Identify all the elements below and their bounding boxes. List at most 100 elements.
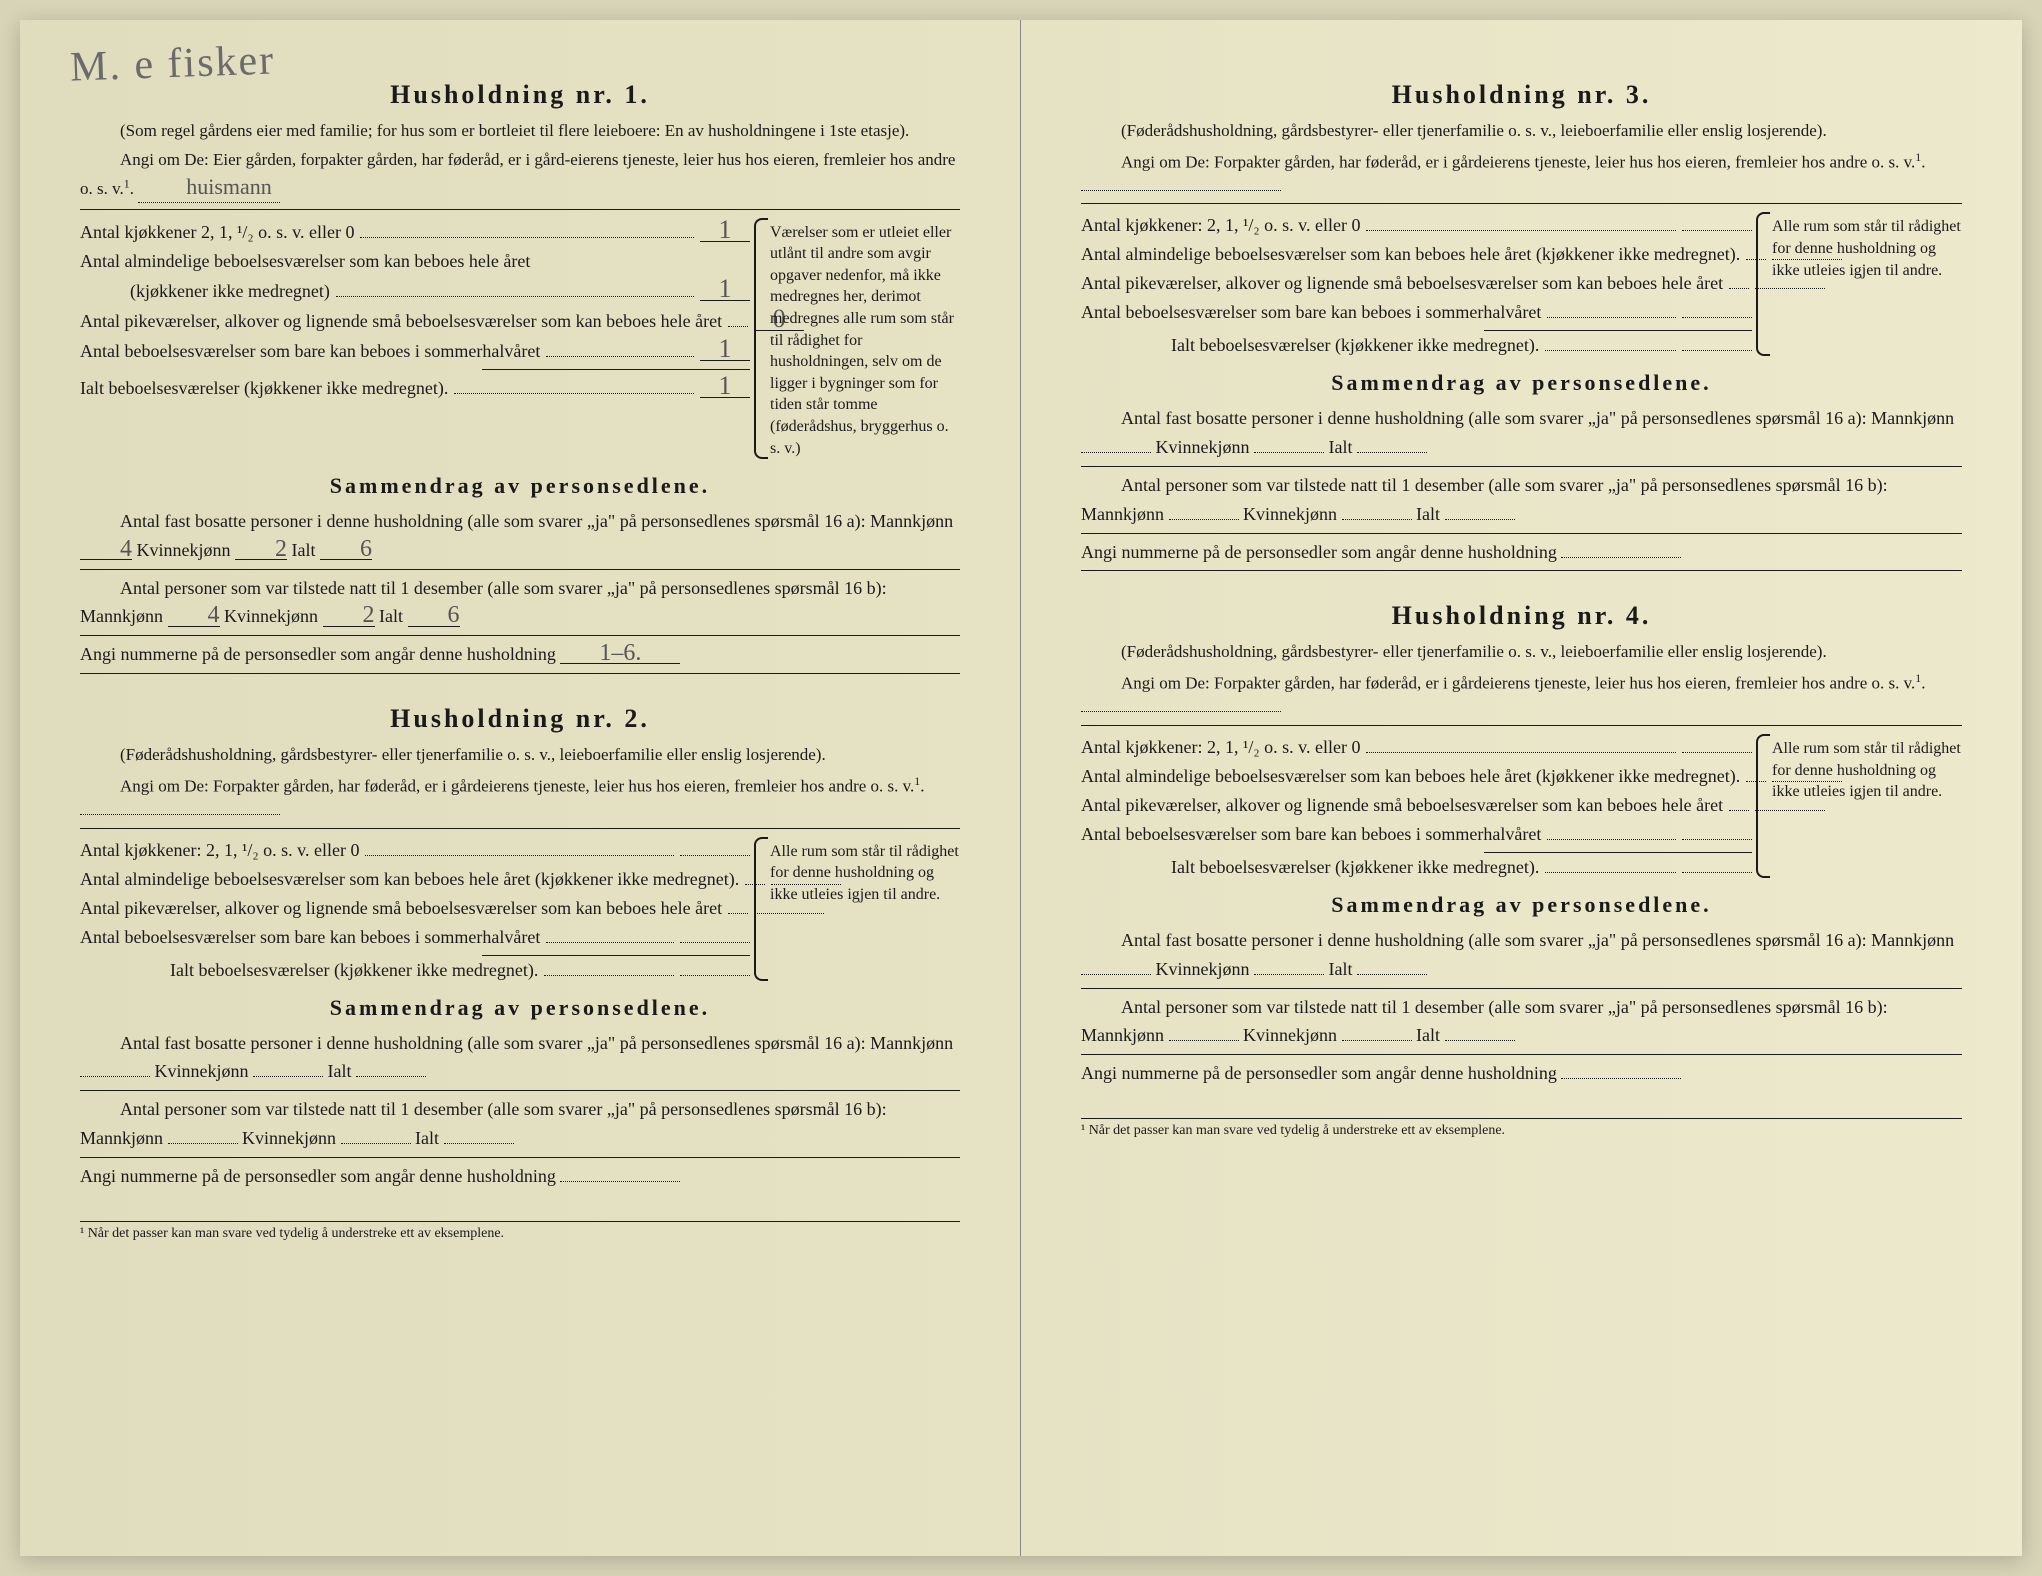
household-4-angi: Angi om De: Forpakter gården, har føderå… <box>1081 670 1962 719</box>
rule <box>1081 988 1962 989</box>
household-4-intro: (Føderådshusholdning, gårdsbestyrer- ell… <box>1081 641 1962 664</box>
nummer-val-2[interactable] <box>560 1181 680 1182</box>
angi-answer-1[interactable]: huismann <box>138 172 280 203</box>
nummer-val-1[interactable]: 1–6. <box>560 644 680 664</box>
kvinne-label: Kvinnekjønn <box>1243 504 1337 524</box>
b-ialt-1[interactable]: 6 <box>408 606 460 626</box>
summary-b-3: Antal personer som var tilstede natt til… <box>1081 471 1962 529</box>
document-spread: M. e fisker Husholdning nr. 1. (Som rege… <box>20 20 2022 1556</box>
rule <box>1081 533 1962 534</box>
line-b-text: Antal personer som var tilstede natt til… <box>80 1099 887 1148</box>
kitchens-val-1[interactable]: 1 <box>700 218 750 242</box>
b-kvin-4[interactable] <box>1342 1040 1412 1041</box>
a-ialt-3[interactable] <box>1357 452 1427 453</box>
summer-rooms-val-3[interactable] <box>1682 317 1752 318</box>
rule <box>80 673 960 674</box>
angi-answer-3[interactable] <box>1081 190 1281 191</box>
kitchens-val-3[interactable] <box>1682 230 1752 231</box>
total-val-2[interactable] <box>680 975 750 976</box>
brace-icon <box>1756 212 1770 356</box>
b-ialt-4[interactable] <box>1445 1040 1515 1041</box>
footnote-right: ¹ Når det passer kan man svare ved tydel… <box>1081 1118 1962 1139</box>
rule <box>80 569 960 570</box>
a-ialt-1[interactable]: 6 <box>320 540 372 560</box>
a-mann-2[interactable] <box>80 1076 150 1077</box>
total-val-3[interactable] <box>1682 350 1752 351</box>
summer-rooms-val-2[interactable] <box>680 942 750 943</box>
household-4-title: Husholdning nr. 4. <box>1081 601 1962 631</box>
rule <box>1081 570 1962 571</box>
total-val-4[interactable] <box>1682 872 1752 873</box>
b-ialt-2[interactable] <box>444 1143 514 1144</box>
b-kvin-3[interactable] <box>1342 519 1412 520</box>
line-a-text: Antal fast bosatte personer i denne hush… <box>120 511 953 531</box>
household-2: Husholdning nr. 2. (Føderådshusholdning,… <box>80 704 960 1190</box>
angi-answer-4[interactable] <box>1081 711 1281 712</box>
a-kvin-2[interactable] <box>253 1076 323 1077</box>
kitchens-val-2[interactable] <box>680 855 750 856</box>
household-3-title: Husholdning nr. 3. <box>1081 80 1962 110</box>
nummer-val-3[interactable] <box>1561 557 1681 558</box>
household-1: Husholdning nr. 1. (Som regel gårdens ei… <box>80 80 960 674</box>
b-kvin-1[interactable]: 2 <box>323 606 375 626</box>
kitchens-label: Antal kjøkkener: 2, 1, ¹/₂ o. s. v. elle… <box>1081 212 1360 239</box>
side-note-text: Alle rum som står til rådighet for denne… <box>1772 218 1961 278</box>
rule <box>80 828 960 829</box>
a-kvin-4[interactable] <box>1254 974 1324 975</box>
b-mann-4[interactable] <box>1169 1040 1239 1041</box>
household-3-angi: Angi om De: Forpakter gården, har føderå… <box>1081 149 1962 198</box>
household-2-angi: Angi om De: Forpakter gården, har føderå… <box>80 773 960 822</box>
kitchens-label: Antal kjøkkener: 2, 1, ¹/₂ o. s. v. elle… <box>80 837 359 864</box>
summer-rooms-val-1[interactable]: 1 <box>700 337 750 361</box>
ialt-label: Ialt <box>1329 437 1353 457</box>
question-block-3: Antal kjøkkener: 2, 1, ¹/₂ o. s. v. elle… <box>1081 212 1962 356</box>
summary-b-4: Antal personer som var tilstede natt til… <box>1081 993 1962 1051</box>
ialt-label: Ialt <box>1416 1025 1440 1045</box>
rule <box>1081 466 1962 467</box>
nummer-label: Angi nummerne på de personsedler som ang… <box>80 644 556 664</box>
summer-rooms-val-4[interactable] <box>1682 839 1752 840</box>
total-val-1[interactable]: 1 <box>700 374 750 398</box>
kvinne-label: Kvinnekjønn <box>1156 959 1250 979</box>
angi-text: Angi om De: Forpakter gården, har føderå… <box>120 777 914 796</box>
kitchens-val-4[interactable] <box>1682 752 1752 753</box>
a-kvin-3[interactable] <box>1254 452 1324 453</box>
summer-rooms-label: Antal beboelsesværelser som bare kan beb… <box>80 924 540 951</box>
side-note-text: Alle rum som står til rådighet for denne… <box>1772 740 1961 800</box>
ialt-label: Ialt <box>415 1128 439 1148</box>
rooms-year-label: Antal almindelige beboelsesværelser som … <box>1081 763 1740 790</box>
b-mann-1[interactable]: 4 <box>168 606 220 626</box>
footnote-ref: 1 <box>124 176 130 190</box>
rule <box>1484 852 1752 853</box>
maid-rooms-label: Antal pikeværelser, alkover og lignende … <box>1081 270 1723 297</box>
a-ialt-2[interactable] <box>356 1076 426 1077</box>
summary-title-4: Sammendrag av personsedlene. <box>1081 892 1962 918</box>
rooms-year-label: Antal almindelige beboelsesværelser som … <box>80 866 739 893</box>
b-mann-2[interactable] <box>168 1143 238 1144</box>
a-mann-4[interactable] <box>1081 974 1151 975</box>
kvinne-label: Kvinnekjønn <box>224 606 318 626</box>
a-mann-3[interactable] <box>1081 452 1151 453</box>
side-note-2: Alle rum som står til rådighet for denne… <box>770 837 960 981</box>
summer-rooms-label: Antal beboelsesværelser som bare kan beb… <box>80 338 540 365</box>
b-mann-3[interactable] <box>1169 519 1239 520</box>
brace-icon <box>754 218 768 460</box>
nummer-val-4[interactable] <box>1561 1078 1681 1079</box>
b-kvin-2[interactable] <box>341 1143 411 1144</box>
rooms-year-val-1[interactable]: 1 <box>700 277 750 301</box>
a-kvin-1[interactable]: 2 <box>235 540 287 560</box>
kvinne-label: Kvinnekjønn <box>1243 1025 1337 1045</box>
b-ialt-3[interactable] <box>1445 519 1515 520</box>
kvinne-label: Kvinnekjønn <box>1156 437 1250 457</box>
side-note-text: Værelser som er utleiet eller utlånt til… <box>770 224 954 457</box>
a-mann-1[interactable]: 4 <box>80 540 132 560</box>
summary-b-1: Antal personer som var tilstede natt til… <box>80 574 960 632</box>
nummer-label: Angi nummerne på de personsedler som ang… <box>80 1166 556 1186</box>
household-2-intro: (Føderådshusholdning, gårdsbestyrer- ell… <box>80 744 960 767</box>
nummer-line-1: Angi nummerne på de personsedler som ang… <box>80 640 960 669</box>
total-label: Ialt beboelsesværelser (kjøkkener ikke m… <box>1081 335 1539 356</box>
a-ialt-4[interactable] <box>1357 974 1427 975</box>
household-3: Husholdning nr. 3. (Føderådshusholdning,… <box>1081 80 1962 571</box>
angi-answer-2[interactable] <box>80 814 280 815</box>
questions-4: Antal kjøkkener: 2, 1, ¹/₂ o. s. v. elle… <box>1081 734 1752 878</box>
